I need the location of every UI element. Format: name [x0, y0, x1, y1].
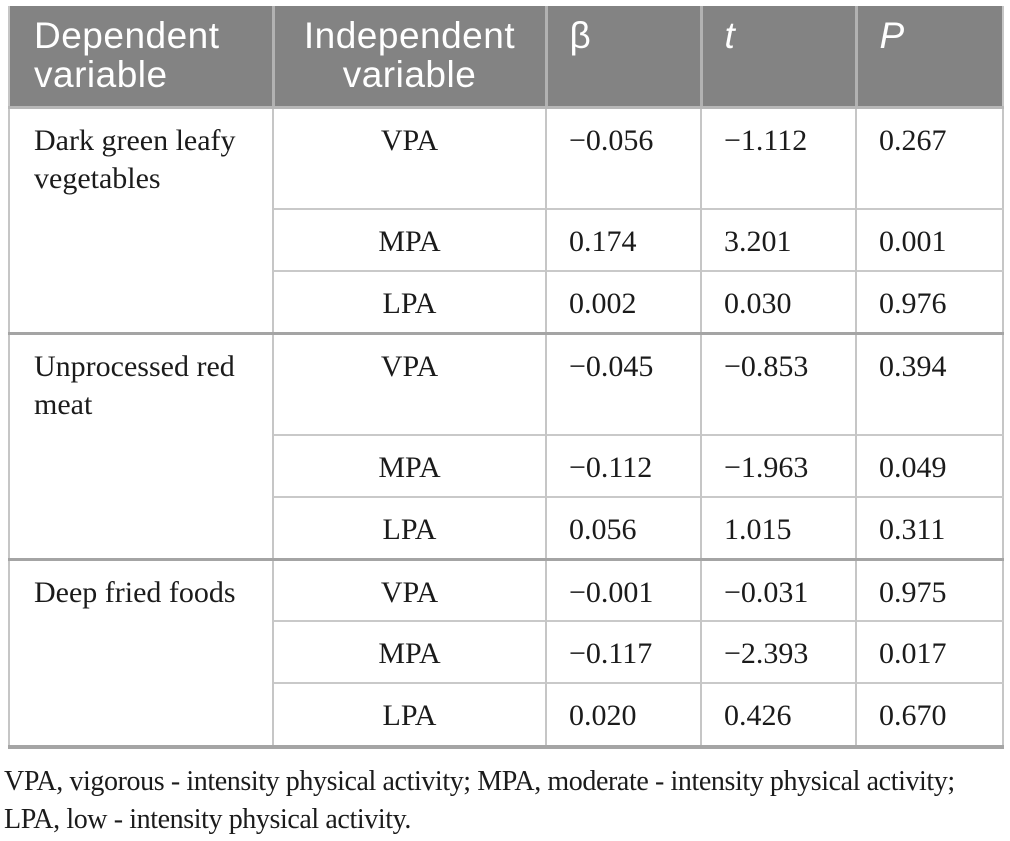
independent-variable-cell: VPA [272, 557, 546, 621]
independent-variable-cell: LPA [272, 270, 546, 333]
table-row: LPA 0.020 0.426 0.670 [9, 682, 1003, 747]
dependent-variable-cell: Deep fried foods [9, 557, 273, 747]
column-header-dependent-variable: Dependent variable [9, 6, 273, 109]
p-value-cell: 0.394 [855, 331, 1003, 435]
column-header-independent-variable: Independent variable [271, 6, 546, 109]
independent-variable-cell: VPA [272, 107, 546, 209]
beta-value-cell: 0.002 [545, 270, 701, 333]
independent-variable-cell: MPA [272, 434, 546, 497]
independent-variable-cell: LPA [272, 682, 546, 747]
beta-value-cell: 0.056 [545, 496, 701, 559]
p-value-cell: 0.976 [855, 270, 1003, 333]
t-value-cell: 1.015 [700, 496, 856, 559]
table-row: LPA 0.002 0.030 0.976 [9, 270, 1003, 333]
independent-variable-cell: MPA [272, 620, 546, 683]
table-row: Unprocessed red meat VPA −0.045 −0.853 0… [9, 331, 1003, 559]
t-value-cell: −1.112 [700, 107, 856, 209]
p-value-cell: 0.311 [855, 496, 1003, 559]
table-row: MPA −0.112 −1.963 0.049 [9, 434, 1003, 497]
independent-variable-cell: MPA [272, 208, 546, 271]
p-value-cell: 0.001 [855, 208, 1003, 271]
p-value-cell: 0.267 [855, 107, 1003, 209]
p-value-cell: 0.017 [855, 620, 1003, 683]
beta-value-cell: −0.045 [545, 331, 701, 435]
table-footnote: VPA, vigorous - intensity physical activ… [4, 766, 955, 835]
table-row: MPA −0.117 −2.393 0.017 [9, 620, 1003, 683]
dependent-variable-cell: Unprocessed red meat [9, 331, 273, 559]
t-value-cell: 0.030 [700, 270, 856, 333]
p-value-cell: 0.049 [855, 434, 1003, 497]
table-row: LPA 0.056 1.015 0.311 [9, 496, 1003, 559]
t-value-cell: 0.426 [700, 682, 856, 747]
p-value-cell: 0.975 [855, 557, 1003, 621]
independent-variable-cell: VPA [272, 331, 546, 435]
beta-value-cell: −0.056 [545, 107, 701, 209]
column-header-t: t [699, 6, 856, 109]
column-header-p: P [854, 6, 1003, 109]
header-row: Dependent variable Independent variable … [9, 6, 1003, 109]
table-row: Dark green leafy vegetables VPA −0.056 −… [9, 107, 1003, 333]
beta-value-cell: −0.001 [545, 557, 701, 621]
table-row: Deep fried foods VPA −0.001 −0.031 0.975 [9, 557, 1003, 747]
independent-variable-cell: LPA [272, 496, 546, 559]
regression-results-table: Dependent variable Independent variable … [8, 6, 1004, 749]
table-row: MPA 0.174 3.201 0.001 [9, 208, 1003, 271]
t-value-cell: −2.393 [700, 620, 856, 683]
dependent-variable-cell: Dark green leafy vegetables [9, 107, 273, 333]
t-value-cell: −0.853 [700, 331, 856, 435]
beta-value-cell: 0.174 [545, 208, 701, 271]
p-value-cell: 0.670 [855, 682, 1003, 747]
column-header-beta: β [544, 6, 701, 109]
t-value-cell: −0.031 [700, 557, 856, 621]
t-value-cell: −1.963 [700, 434, 856, 497]
beta-value-cell: 0.020 [545, 682, 701, 747]
beta-value-cell: −0.117 [545, 620, 701, 683]
beta-value-cell: −0.112 [545, 434, 701, 497]
t-value-cell: 3.201 [700, 208, 856, 271]
